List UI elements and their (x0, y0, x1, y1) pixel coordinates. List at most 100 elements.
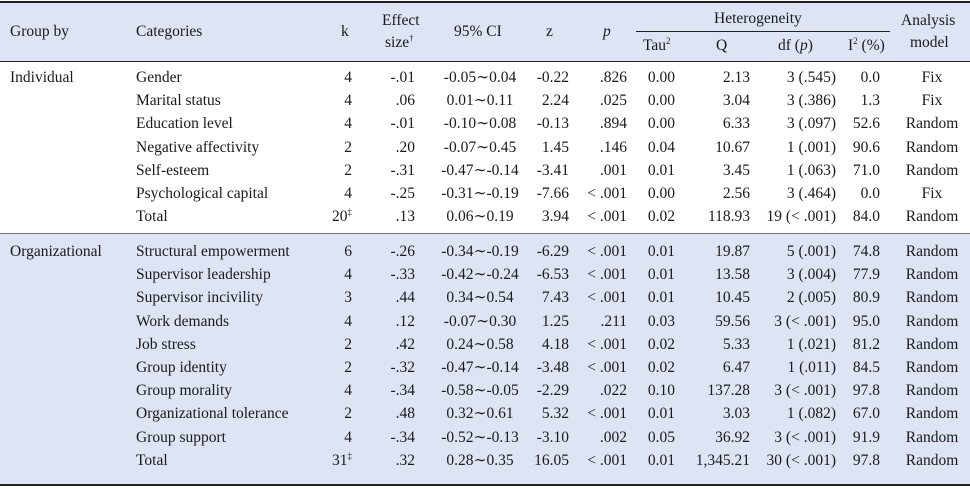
model-cell: Random (905, 451, 959, 469)
model-cell: Fix (921, 185, 943, 202)
organizational-section: Structural empowerment 6 -.26 -0.34∼-0.19 -6… (0, 233, 970, 486)
table-row: Supervisor incivility 3 .44 0.34∼0.54 7.43 < … (0, 286, 970, 309)
tau-cell: 0.00 (647, 69, 675, 86)
col-df-prefix: df ( (778, 37, 800, 54)
tau-cell: 0.00 (647, 92, 675, 110)
df-cell: 3 (< .001) (774, 312, 836, 330)
category-cell: Gender (136, 69, 182, 86)
ci-cell: 0.28∼0.35 (446, 451, 514, 469)
k-cell: 6 (344, 243, 352, 260)
k-cell: 2 (344, 138, 352, 156)
category-cell: Group identity (136, 359, 227, 376)
effect-size-cell: .06 (395, 92, 415, 110)
tau-sup: 2 (666, 35, 671, 46)
effect-size-cell: .12 (395, 312, 415, 330)
group-label: Organizational (10, 243, 102, 260)
tau-cell: 0.00 (647, 185, 675, 202)
effect-size-cell: -.32 (390, 359, 415, 376)
i2-cell: 97.8 (852, 382, 880, 400)
p-cell: < .001 (587, 243, 627, 260)
k-value: 20 (332, 208, 348, 226)
col-categories: Categories (136, 23, 203, 40)
category-cell: Total (136, 451, 168, 469)
i2-cell: 67.0 (852, 405, 880, 423)
i2-cell: 90.6 (852, 138, 880, 156)
tau-cell: 0.00 (647, 115, 675, 133)
category-cell: Supervisor leadership (136, 266, 271, 284)
group-label: Individual (10, 69, 74, 86)
table-row: Total 20‡ .13 0.06∼0.19 3.94 < .001 0.02 118.93… (0, 205, 970, 228)
model-cell: Random (905, 405, 959, 423)
p-cell: < .001 (587, 451, 627, 469)
z-cell: 3.94 (541, 208, 569, 226)
z-cell: -0.13 (536, 115, 569, 133)
z-cell: -7.66 (536, 185, 569, 202)
z-cell: 2.24 (541, 92, 569, 110)
p-cell: .025 (599, 92, 627, 110)
tau-cell: 0.01 (647, 243, 675, 260)
i2-cell: 84.5 (852, 359, 880, 376)
category-cell: Self-esteem (136, 161, 210, 179)
df-cell: 3 (< .001) (774, 382, 836, 400)
p-cell: .022 (599, 382, 627, 400)
p-cell: < .001 (587, 185, 627, 202)
q-cell: 6.47 (722, 359, 750, 376)
tau-cell: 0.03 (647, 312, 675, 330)
category-cell: Negative affectivity (136, 138, 260, 156)
category-cell: Work demands (136, 312, 230, 330)
k-cell: 20‡ (300, 205, 352, 228)
model-cell: Random (905, 289, 959, 307)
ci-cell: -0.58∼-0.05 (441, 382, 519, 400)
i2-cell: 84.0 (852, 208, 880, 226)
category-cell: Group morality (136, 382, 232, 400)
tau-cell: 0.02 (647, 208, 675, 226)
k-cell: 3 (344, 289, 352, 307)
k-footnote-mark: ‡ (347, 450, 353, 461)
p-cell: .894 (599, 115, 627, 133)
model-cell: Random (905, 312, 959, 330)
q-cell: 10.45 (715, 289, 750, 307)
col-p: p (603, 23, 611, 40)
col-ci: 95% CI (454, 23, 502, 40)
df-cell: 1 (.063) (786, 161, 836, 179)
i2-cell: 1.3 (860, 92, 880, 110)
model-cell: Random (905, 138, 959, 156)
effect-size-cell: .42 (395, 335, 415, 353)
category-cell: Education level (136, 115, 233, 133)
q-cell: 137.28 (707, 382, 750, 400)
ci-cell: 0.01∼0.11 (446, 92, 514, 110)
q-cell: 2.13 (722, 69, 750, 86)
bottom-rule (0, 484, 970, 486)
effect-size-cell: -.34 (390, 382, 415, 400)
z-cell: -3.48 (536, 359, 569, 376)
ci-cell: -0.07∼0.45 (443, 138, 517, 156)
table-row: Job stress 2 .42 0.24∼0.58 4.18 < .001 0.02 5.3… (0, 333, 970, 356)
z-cell: 16.05 (534, 451, 569, 469)
individual-section: Gender 4 -.01 -0.05∼0.04 -0.22.826 0.00 2.13 3 … (0, 62, 970, 233)
col-tau: Tau2 (643, 35, 671, 55)
z-cell: -3.10 (536, 428, 569, 446)
col-heterogeneity: Heterogeneity (714, 10, 802, 27)
table-row: Group support 4 -.34 -0.52∼-0.13 -3.10 .002 0.… (0, 426, 970, 449)
model-cell: Random (905, 428, 959, 446)
ci-cell: -0.52∼-0.13 (441, 428, 519, 446)
ci-cell: -0.07∼0.30 (443, 312, 517, 330)
q-cell: 3.04 (722, 92, 750, 110)
category-cell: Organizational tolerance (136, 405, 289, 423)
effect-size-cell: .20 (395, 138, 415, 156)
table-row: Group identity 2 -.32 -0.47∼-0.14 -3.48 < .00… (0, 356, 970, 379)
z-cell: -0.22 (536, 69, 569, 86)
col-tau-text: Tau (643, 37, 667, 54)
df-cell: 3 (.097) (786, 115, 836, 133)
k-cell: 2 (344, 335, 352, 353)
k-cell: 2 (344, 405, 352, 423)
k-cell: 4 (344, 266, 352, 284)
table-row: Self-esteem 2 -.31 -0.47∼-0.14 -3.41 .001 0.01… (0, 159, 970, 182)
z-cell: -6.53 (536, 266, 569, 284)
table-row: Marital status 4 .06 0.01∼0.11 2.24 .025 0.00 3… (0, 89, 970, 112)
table-row: Negative affectivity 2 .20 -0.07∼0.45 1.45 .1… (0, 136, 970, 159)
z-cell: 7.43 (541, 289, 569, 307)
q-cell: 118.93 (707, 208, 750, 226)
model-cell: Random (905, 335, 959, 353)
heterogeneity-rule (636, 31, 890, 32)
